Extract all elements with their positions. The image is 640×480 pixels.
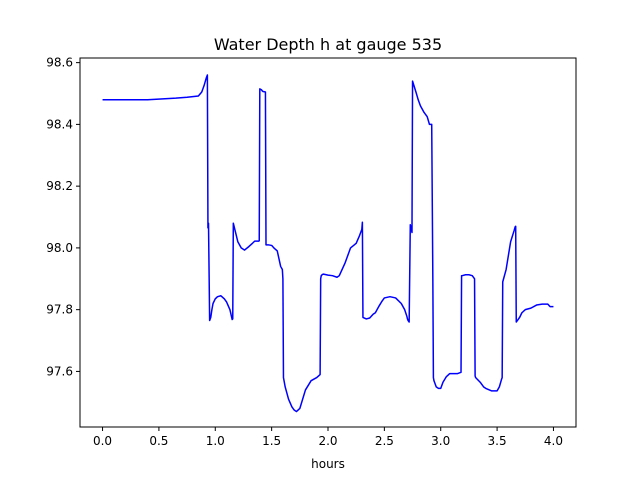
series-line-0 — [102, 74, 554, 413]
x-axis-label: hours — [311, 457, 345, 471]
x-tick-label: 4.0 — [544, 434, 563, 448]
y-axis-ticks: 97.6 97.8 98.0 98.2 98.4 98.6 — [46, 56, 80, 378]
x-tick-label: 0.0 — [93, 434, 112, 448]
chart-title: Water Depth h at gauge 535 — [214, 35, 442, 54]
y-tick-label: 98.0 — [46, 241, 73, 255]
x-tick-label: 2.5 — [375, 434, 394, 448]
y-tick-label: 98.2 — [46, 179, 73, 193]
plot-area — [102, 74, 554, 413]
y-tick-label: 98.4 — [46, 117, 73, 131]
x-axis-ticks: 0.0 0.5 1.0 1.5 2.0 2.5 3.0 3.5 4.0 — [93, 427, 563, 448]
y-tick-label: 98.6 — [46, 56, 73, 70]
x-tick-label: 3.5 — [488, 434, 507, 448]
x-tick-label: 2.0 — [318, 434, 337, 448]
x-tick-label: 1.0 — [206, 434, 225, 448]
x-tick-label: 3.0 — [431, 434, 450, 448]
y-tick-label: 97.6 — [46, 364, 73, 378]
axes-frame — [79, 57, 577, 428]
x-tick-label: 0.5 — [149, 434, 168, 448]
x-tick-label: 1.5 — [262, 434, 281, 448]
y-tick-label: 97.8 — [46, 303, 73, 317]
